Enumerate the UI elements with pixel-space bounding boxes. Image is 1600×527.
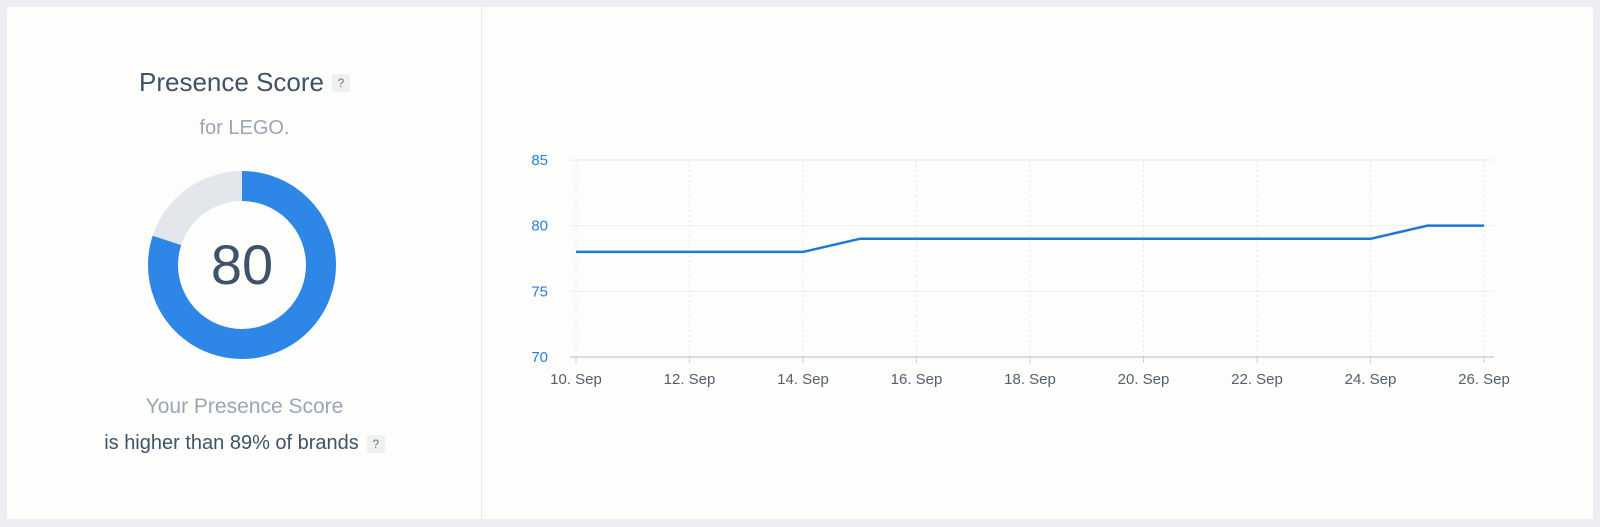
- y-tick-label: 85: [531, 152, 548, 169]
- x-tick-label: 16. Sep: [891, 371, 943, 388]
- series-layer: [576, 224, 1484, 254]
- axis-layer: [570, 356, 1494, 363]
- title-row: Presence Score?: [7, 67, 482, 98]
- x-tick-label: 20. Sep: [1118, 371, 1170, 388]
- y-tick-label: 75: [531, 283, 548, 300]
- score-donut: 80: [146, 169, 338, 361]
- score-trend-chart: 70 75 80 85 10. Sep 12. Sep 14. Sep 16. Sep 18. …: [482, 7, 1593, 519]
- score-caption: Your Presence Score: [145, 395, 344, 418]
- score-value: 80: [210, 233, 274, 296]
- x-tick-label: 24. Sep: [1345, 371, 1397, 388]
- x-tick-label: 18. Sep: [1004, 371, 1056, 388]
- grid-layer: [570, 159, 1494, 357]
- widget-title: Presence Score: [139, 67, 324, 97]
- x-tick-label: 26. Sep: [1458, 371, 1510, 388]
- percentile-text: is higher than 89% of brands: [104, 432, 359, 454]
- x-tick-label: 12. Sep: [664, 371, 716, 388]
- x-tick-label: 14. Sep: [777, 371, 829, 388]
- percentile-help-icon[interactable]: ?: [366, 434, 385, 453]
- y-tick-label: 70: [531, 349, 548, 366]
- donut-chart: [148, 171, 336, 359]
- x-tick-label: 10. Sep: [550, 371, 602, 388]
- label-layer: 70 75 80 85 10. Sep 12. Sep 14. Sep 16. Sep 18. …: [531, 152, 1510, 388]
- series-line: [576, 224, 1484, 254]
- presence-score-card: Presence Score? for LEGO. 80 Your Presen…: [7, 7, 1593, 519]
- score-summary-panel: Presence Score? for LEGO. 80 Your Presen…: [7, 7, 482, 519]
- trend-chart-svg: 70 75 80 85 10. Sep 12. Sep 14. Sep 16. Sep 18. …: [531, 152, 1510, 388]
- y-tick-label: 80: [531, 218, 548, 235]
- x-tick-label: 22. Sep: [1231, 371, 1283, 388]
- percentile-row: is higher than 89% of brands?: [7, 432, 482, 455]
- title-help-icon[interactable]: ?: [331, 73, 350, 92]
- brand-subtitle: for LEGO.: [199, 117, 290, 139]
- donut-fill: [148, 171, 336, 359]
